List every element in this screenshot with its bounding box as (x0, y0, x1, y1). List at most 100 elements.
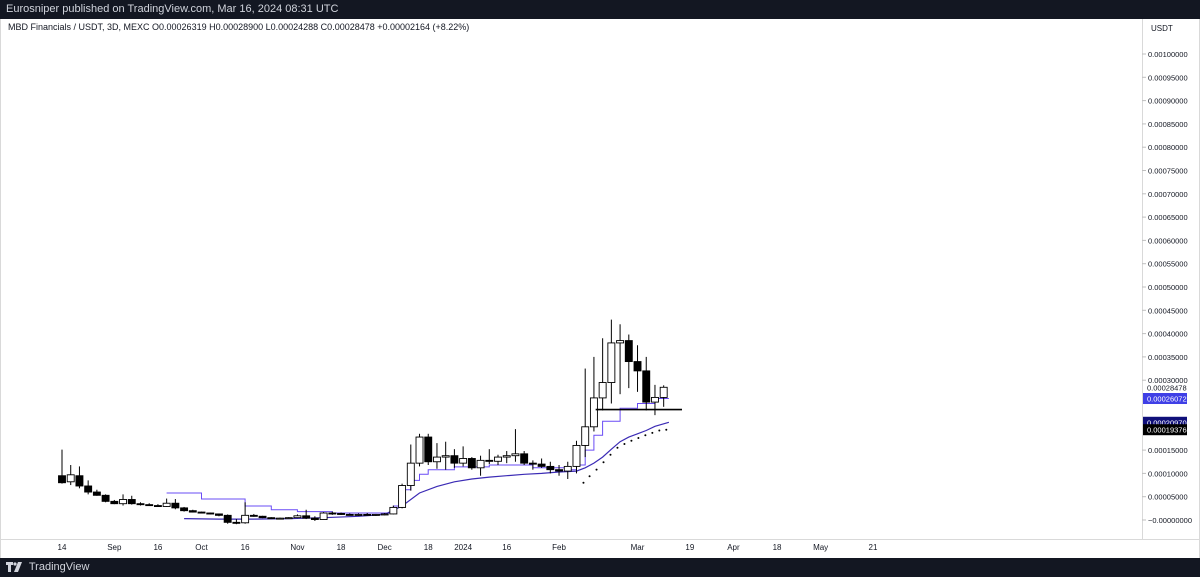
price-tick-label: 0.00090000 (1148, 97, 1188, 106)
legend-text: MBD Financials / USDT, 3D, MEXC O0.00026… (8, 22, 470, 32)
candle-body (249, 514, 258, 517)
candle (424, 433, 433, 466)
time-tick-label: 2024 (454, 543, 472, 552)
price-labels: 0.000284782d 16h0.000260720.000209700.00… (1143, 383, 1187, 436)
candle-body (581, 426, 590, 446)
candle (363, 513, 372, 516)
candle (354, 513, 363, 516)
candle (415, 433, 424, 467)
time-axis-ticks: 14 Sep 16 Oct 16 Nov 18 Dec 18 2024 16 Feb Mar 19 Apr 1… (58, 543, 878, 552)
candle-body (651, 396, 659, 403)
candle-body (206, 512, 215, 515)
trailing-dot (644, 434, 647, 437)
candle (485, 449, 494, 465)
candle (616, 324, 625, 395)
candle (92, 489, 101, 496)
candle (581, 368, 590, 458)
trailing-dot (623, 443, 626, 446)
candle (284, 517, 293, 520)
price-chart[interactable]: USDT 0.00100000 0.00095000 0.00090000 0.000… (0, 19, 1200, 558)
candle (651, 384, 659, 416)
price-tick-label: 0.00005000 (1148, 493, 1188, 502)
candle (267, 517, 276, 520)
trailing-dot (665, 428, 668, 431)
price-label: 0.00026072 (1143, 393, 1187, 405)
trailing-dot (637, 436, 640, 439)
candle (232, 519, 241, 525)
candle-body (389, 506, 398, 515)
candle (215, 513, 223, 517)
candle (467, 457, 476, 470)
candle-body (310, 517, 319, 520)
candle-body (371, 513, 380, 516)
candle (75, 466, 84, 489)
time-tick-label: 16 (502, 543, 511, 552)
price-tick-label: 0.00055000 (1148, 260, 1188, 269)
candle-body (241, 514, 250, 524)
candle-body (459, 458, 468, 464)
candle-body (511, 453, 520, 457)
candle-body (450, 455, 459, 464)
candle-body (380, 513, 389, 516)
price-label: 0.00019376 (1143, 424, 1187, 436)
candle-body (607, 342, 616, 383)
candle-body (276, 517, 284, 520)
candle-body (467, 458, 476, 469)
price-label-value: 0.00019376 (1147, 426, 1187, 435)
time-tick-label: 14 (58, 543, 67, 552)
trailing-dot (658, 429, 661, 432)
candle-body (502, 455, 511, 458)
time-tick-label: 18 (424, 543, 433, 552)
price-label-bg (1143, 416, 1187, 428)
candle (633, 345, 642, 392)
candle-body (84, 485, 93, 493)
candle-body (398, 485, 407, 508)
time-tick-label: 16 (153, 543, 162, 552)
candle (563, 461, 572, 479)
price-label-value: 0.00026072 (1147, 395, 1187, 404)
candle (58, 449, 66, 484)
candle-body (433, 456, 441, 463)
candle-body (119, 499, 127, 505)
candle (598, 338, 607, 411)
candle-body (153, 505, 162, 508)
price-tick-label: 0.00060000 (1148, 236, 1188, 245)
candle-body (441, 455, 450, 458)
candle (241, 502, 250, 524)
tradingview-logo-icon (6, 562, 22, 573)
price-label-value: 0.00028478 (1147, 383, 1187, 392)
candle-body (171, 502, 180, 509)
candle-body (354, 513, 363, 516)
candle-body (476, 459, 485, 469)
time-tick-label: 18 (773, 543, 782, 552)
candle-body (616, 340, 625, 344)
candle-body (328, 512, 337, 515)
candle (502, 451, 511, 464)
candle-body (180, 507, 189, 512)
candle-body (589, 397, 598, 428)
candle (153, 504, 162, 508)
candle-body (293, 515, 302, 519)
candle-body (406, 462, 415, 486)
candle-body (520, 453, 529, 464)
candle (328, 511, 337, 515)
time-tick-label: 16 (241, 543, 250, 552)
candle (337, 512, 345, 515)
candle-body (642, 370, 651, 403)
candle-body (136, 503, 145, 506)
candle-body (633, 361, 642, 372)
time-tick-label: 18 (337, 543, 346, 552)
trailing-dot (609, 453, 612, 456)
brand-bar: TradingView (0, 558, 1200, 577)
candle-body (188, 510, 197, 513)
candle (127, 495, 136, 505)
candle (66, 465, 75, 486)
candle-body (302, 515, 311, 519)
candle-body (337, 513, 345, 515)
candle (441, 441, 450, 470)
candle-body (415, 436, 424, 464)
candle (642, 356, 651, 411)
price-axis-unit: USDT (1151, 24, 1173, 33)
candle (293, 514, 302, 519)
step-ma-line (166, 398, 669, 514)
